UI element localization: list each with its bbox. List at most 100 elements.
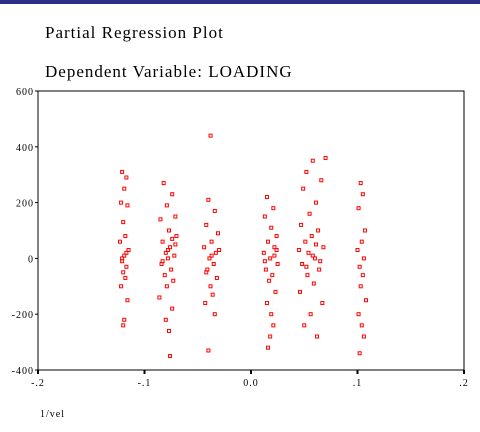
point <box>211 261 216 266</box>
point <box>359 239 364 244</box>
point <box>170 192 175 197</box>
point <box>123 275 128 280</box>
point <box>212 208 217 213</box>
point <box>361 334 366 339</box>
x-tick-label: 0.0 <box>243 378 259 389</box>
point <box>313 242 318 247</box>
point <box>321 245 326 250</box>
point <box>302 323 307 328</box>
point <box>268 334 273 339</box>
point <box>273 289 278 294</box>
point <box>297 289 302 294</box>
point <box>207 256 212 261</box>
point <box>319 178 324 183</box>
point <box>317 267 322 272</box>
top-bar <box>0 0 480 4</box>
point <box>120 169 125 174</box>
point <box>310 158 315 163</box>
point <box>208 284 213 289</box>
point <box>160 259 165 264</box>
point <box>209 253 214 258</box>
point <box>315 334 320 339</box>
point <box>124 250 129 255</box>
point <box>270 273 275 278</box>
x-tick-label: .1 <box>353 378 363 389</box>
point <box>168 245 173 250</box>
point <box>305 273 310 278</box>
point <box>269 312 274 317</box>
point <box>125 203 130 208</box>
y-tick-label: 600 <box>16 87 34 98</box>
point <box>320 301 325 306</box>
point <box>202 245 207 250</box>
point <box>217 248 222 253</box>
point <box>359 323 364 328</box>
point <box>313 200 318 205</box>
point <box>118 239 123 244</box>
point <box>164 203 169 208</box>
point <box>275 261 280 266</box>
point <box>355 248 360 253</box>
point <box>163 317 168 322</box>
point <box>301 186 306 191</box>
point <box>123 234 128 239</box>
y-tick-label: -200 <box>12 310 34 321</box>
point <box>299 222 304 227</box>
point <box>119 284 124 289</box>
point <box>204 270 209 275</box>
point <box>296 248 301 253</box>
point <box>203 301 208 306</box>
point <box>173 242 178 247</box>
point <box>262 214 267 219</box>
point <box>360 192 365 197</box>
point <box>357 264 362 269</box>
point <box>120 256 125 261</box>
point <box>124 175 129 180</box>
point <box>264 301 269 306</box>
point <box>312 256 317 261</box>
point <box>318 259 323 264</box>
point <box>171 278 176 283</box>
x-tick-label: -.1 <box>138 378 152 389</box>
point <box>209 239 214 244</box>
point <box>358 284 363 289</box>
point <box>206 348 211 353</box>
point <box>162 273 167 278</box>
y-tick-label: 400 <box>16 143 34 154</box>
x-axis-label: 1/vel <box>40 409 65 420</box>
point <box>303 239 308 244</box>
point <box>204 222 209 227</box>
point <box>304 169 309 174</box>
point <box>271 323 276 328</box>
point <box>121 220 126 225</box>
point <box>272 245 277 250</box>
point <box>310 253 315 258</box>
point <box>357 351 362 356</box>
point <box>267 278 272 283</box>
point <box>165 256 170 261</box>
point <box>166 328 171 333</box>
point <box>122 253 127 258</box>
point <box>266 239 271 244</box>
x-tick-label: .2 <box>459 378 469 389</box>
point <box>161 181 166 186</box>
point <box>206 197 211 202</box>
point <box>170 306 175 311</box>
point <box>168 354 173 359</box>
point <box>356 206 361 211</box>
x-tick-label: -.2 <box>31 378 45 389</box>
point <box>358 181 363 186</box>
point <box>215 231 220 236</box>
point <box>272 253 277 258</box>
point <box>169 267 174 272</box>
point <box>170 236 175 241</box>
point <box>262 259 267 264</box>
y-tick-label: 200 <box>16 199 34 210</box>
point <box>212 312 217 317</box>
point <box>356 312 361 317</box>
point <box>121 323 126 328</box>
point <box>166 228 171 233</box>
point <box>263 267 268 272</box>
y-tick-label: 0 <box>28 254 34 265</box>
